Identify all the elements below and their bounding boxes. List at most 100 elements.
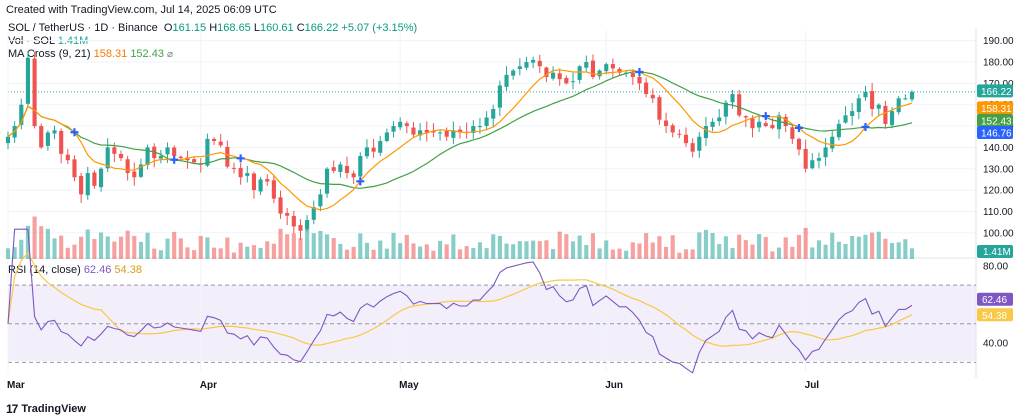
volume-bar: [305, 229, 310, 259]
symbol-label[interactable]: SOL / TetherUS · 1D · Binance: [8, 22, 158, 34]
ma-cross-marker: [170, 155, 179, 164]
volume-bar: [783, 237, 788, 259]
volume-bar: [19, 239, 24, 259]
volume-bar: [484, 248, 489, 259]
footer-brand[interactable]: 17 TradingView: [6, 402, 86, 416]
candle-body: [903, 98, 908, 100]
volume-bar: [870, 232, 875, 259]
rsi-label[interactable]: RSI (14, close): [8, 264, 81, 276]
volume-bar: [178, 238, 183, 259]
ma-label[interactable]: MA Cross (9, 21): [8, 48, 91, 60]
candle-body: [192, 159, 197, 163]
volume-bar: [431, 250, 436, 259]
candle-body: [65, 154, 70, 161]
candle-body: [431, 131, 436, 133]
volume-bar: [564, 234, 569, 259]
low-value: 160.61: [260, 22, 294, 34]
volume-bar: [637, 243, 642, 259]
volume-bar: [909, 248, 915, 259]
volume-bar: [883, 238, 888, 259]
time-tick-label: Mar: [7, 380, 25, 391]
volume-bar: [384, 248, 389, 259]
volume-bar: [112, 241, 117, 259]
volume-bar: [285, 234, 290, 259]
candle-body: [743, 116, 748, 118]
volume-bar: [630, 242, 635, 259]
candle-body: [451, 130, 456, 138]
candle-body: [291, 215, 296, 227]
volume-bar: [398, 243, 403, 259]
candle-body: [231, 167, 237, 169]
ma-cross-marker: [356, 177, 365, 186]
volume-bar: [477, 242, 483, 259]
volume-bar: [338, 243, 343, 259]
volume-bar: [710, 232, 715, 259]
rsi-ma-line: [7, 251, 913, 347]
volume-bar: [198, 235, 203, 259]
candle-body: [816, 158, 822, 161]
volume-bar: [770, 251, 775, 259]
price-tick-label: 190.00: [983, 36, 1014, 47]
volume-bar: [251, 245, 257, 259]
volume-bar: [271, 243, 276, 259]
rsi-badge: [977, 292, 1013, 306]
candle-body: [909, 91, 915, 100]
high-label: H: [209, 22, 218, 34]
volume-bar: [318, 230, 323, 259]
price-badge-label: 152.43: [981, 116, 1012, 127]
hidden-toggle-icon[interactable]: ⌀: [167, 49, 174, 60]
volume-bar: [192, 250, 197, 259]
time-tick-label: Jul: [805, 380, 820, 391]
volume-bar: [105, 236, 110, 259]
volume-bar: [617, 248, 622, 259]
candle-body: [92, 172, 97, 186]
volume-bar: [278, 228, 283, 259]
ma-cross-marker: [761, 112, 770, 121]
volume-bar: [118, 236, 124, 259]
volume-bar: [504, 243, 509, 259]
low-label: L: [253, 22, 260, 34]
candle-body: [889, 111, 895, 126]
high-value: 168.65: [217, 22, 251, 34]
candle-body: [398, 121, 403, 128]
candle-body: [278, 197, 283, 214]
candle-body: [650, 94, 655, 99]
volume-bar: [12, 247, 17, 259]
candle-body: [132, 171, 137, 178]
volume-bar: [830, 232, 835, 259]
candle-body: [5, 136, 11, 144]
candle-body: [418, 130, 423, 136]
ma-fast-value: 158.31: [93, 48, 128, 60]
volume-bar: [604, 240, 609, 259]
volume-bar: [511, 244, 516, 259]
candle-body: [285, 213, 290, 216]
candle-body: [737, 94, 742, 116]
candle-body: [876, 104, 881, 109]
volume-bar: [810, 247, 815, 259]
candle-body: [870, 91, 875, 109]
rsi-axis[interactable]: 40.00 80.00: [983, 261, 1008, 349]
time-axis[interactable]: Mar Apr May Jun Jul: [7, 380, 819, 391]
volume-bar: [889, 242, 895, 259]
candle-body: [644, 82, 649, 95]
candle-body: [391, 126, 396, 132]
candle-body: [324, 168, 330, 194]
volume-bar: [98, 232, 104, 259]
tradingview-logo-icon: 17: [6, 402, 18, 416]
candle-body: [59, 131, 64, 154]
volume-bar: [863, 234, 868, 259]
candle-body: [39, 126, 44, 148]
candle-body: [205, 138, 210, 166]
candle-body: [19, 104, 24, 125]
volume-bar: [856, 236, 861, 259]
volume-bar: [557, 231, 562, 259]
ma-cross-marker: [236, 154, 245, 163]
candle-body: [604, 64, 609, 72]
candle-body: [810, 160, 815, 169]
volume-bar: [624, 250, 629, 259]
volume-bar: [537, 241, 542, 259]
volume-bar: [85, 229, 90, 259]
candle-body: [351, 173, 356, 178]
candle-body: [830, 136, 835, 149]
